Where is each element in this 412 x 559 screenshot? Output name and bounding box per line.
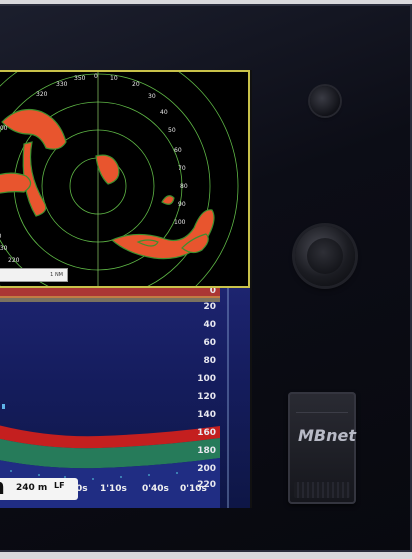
bottom-return	[0, 425, 220, 449]
radar-echo	[1, 109, 67, 150]
depth-label: 100	[197, 374, 216, 384]
knob-center	[307, 238, 343, 274]
bearing-label: 60	[174, 147, 182, 154]
sonar-panel[interactable]: 0 20 40 60 80 100 120 140 160 180 200 22…	[0, 288, 250, 508]
time-label: 0'40s	[142, 484, 169, 494]
card-logo-text: MBnet	[298, 426, 357, 445]
sub-bottom-speckle	[10, 468, 202, 480]
speckle	[176, 472, 178, 474]
bearing-label: 300	[0, 125, 8, 132]
depth-label: 40	[203, 320, 216, 330]
bearing-label: 350	[74, 75, 86, 82]
bearing-label: 50	[168, 127, 176, 134]
card-slot-lip	[296, 398, 348, 413]
chartplotter-device: 350 0 10 20 30 40 50 60 70 80 90 100 330…	[0, 4, 412, 552]
bearing-label: 100	[174, 219, 186, 226]
depth-label: 120	[197, 392, 216, 402]
bearing-label: 80	[180, 183, 188, 190]
speckle	[120, 476, 122, 478]
bearing-scale: 350 0 10 20 30 40 50 60 70 80 90 100 330…	[0, 73, 188, 264]
radar-echo	[161, 195, 175, 205]
card-grip	[294, 482, 350, 498]
bearing-label: 220	[8, 257, 20, 264]
bearing-label: 30	[148, 93, 156, 100]
depth-label: 160	[197, 428, 216, 438]
range-indicator: 1 NM	[0, 268, 68, 282]
depth-label: 80	[203, 356, 216, 366]
display-screen: 350 0 10 20 30 40 50 60 70 80 90 100 330…	[0, 70, 252, 508]
surface-clutter-fringe	[0, 296, 220, 302]
speckle	[64, 476, 66, 478]
speckle	[92, 478, 94, 480]
bearing-label: 40	[160, 109, 168, 116]
sonar-status-box[interactable]: m 240 m LF	[0, 475, 78, 500]
bearing-label: 20	[132, 81, 140, 88]
bearing-label: 240	[0, 233, 2, 240]
time-label: 0'10s	[180, 484, 207, 494]
rotary-knob-icon[interactable]	[295, 226, 355, 286]
depth-label: 180	[197, 446, 216, 456]
depth-label: 20	[203, 302, 216, 312]
depth-range: 240 m	[16, 483, 48, 493]
card-logo: MBnet	[298, 426, 357, 462]
power-button-icon[interactable]	[310, 86, 340, 116]
depth-label: 220	[197, 480, 216, 490]
bearing-label: 0	[94, 73, 98, 80]
depth-label: 200	[197, 464, 216, 474]
radar-echo	[0, 172, 32, 194]
frequency-badge: LF	[54, 481, 65, 490]
bearing-label: 230	[0, 245, 8, 252]
speckle	[10, 470, 12, 472]
speckle	[38, 474, 40, 476]
radar-echoes	[0, 109, 215, 260]
radar-display: 350 0 10 20 30 40 50 60 70 80 90 100 330…	[0, 72, 239, 286]
depth-unit: m	[0, 475, 5, 500]
depth-label: 0	[209, 288, 216, 296]
radar-echo	[95, 154, 120, 185]
fish-target	[2, 404, 5, 409]
card-slot-icon[interactable]: MBnet	[288, 392, 356, 504]
bearing-label: 320	[36, 91, 48, 98]
radar-echo	[136, 239, 159, 247]
radar-echo	[181, 233, 209, 254]
bearing-label: 70	[178, 165, 186, 172]
bearing-label: 330	[56, 81, 68, 88]
range-ring	[0, 72, 239, 286]
bearing-label: 10	[110, 75, 118, 82]
depth-label: 140	[197, 410, 216, 420]
speckle	[148, 474, 150, 476]
depth-scale: 0 20 40 60 80 100 120 140 160 180 200 22…	[188, 288, 216, 508]
surface-clutter	[0, 288, 220, 298]
time-label: 1'10s	[100, 484, 127, 494]
radar-panel[interactable]: 350 0 10 20 30 40 50 60 70 80 90 100 330…	[0, 70, 250, 288]
bearing-label: 90	[178, 201, 186, 208]
bottom-fringe	[0, 438, 220, 469]
time-scale: 0s 1'10s 0'40s 0'10s	[76, 484, 216, 498]
time-label: 0s	[76, 484, 88, 494]
speckle	[200, 468, 202, 470]
depth-label: 60	[203, 338, 216, 348]
range-rings	[0, 72, 239, 286]
